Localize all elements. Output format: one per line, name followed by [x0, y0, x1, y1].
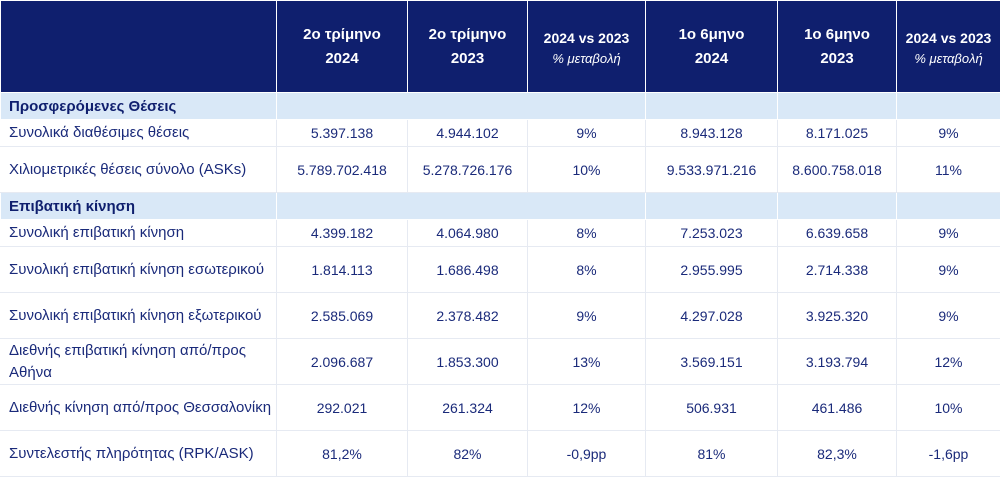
section-title: Επιβατική κίνηση — [0, 192, 277, 220]
cell: 11% — [896, 146, 1000, 193]
cell: 1.686.498 — [407, 246, 528, 293]
cell: 261.324 — [407, 384, 528, 431]
cell: 4.944.102 — [407, 119, 528, 147]
table-row: Συντελεστής πληρότητας (RPK/ASK) 81,2% 8… — [0, 430, 1000, 477]
cell: 10% — [896, 384, 1000, 431]
cell: 12% — [896, 338, 1000, 385]
cell: 9% — [896, 219, 1000, 247]
cell: 3.569.151 — [645, 338, 778, 385]
section-row-offered: Προσφερόμενες Θέσεις — [0, 92, 1000, 120]
cell: 3.925.320 — [777, 292, 897, 339]
cell: 2.378.482 — [407, 292, 528, 339]
header-corner — [0, 0, 277, 93]
cell: 4.064.980 — [407, 219, 528, 247]
cell: 8% — [527, 246, 646, 293]
cell: 82% — [407, 430, 528, 477]
cell: 82,3% — [777, 430, 897, 477]
cell: 81,2% — [276, 430, 408, 477]
row-label: Συνολική επιβατική κίνηση — [0, 219, 277, 247]
cell: 4.297.028 — [645, 292, 778, 339]
cell: 3.193.794 — [777, 338, 897, 385]
cell: 5.789.702.418 — [276, 146, 408, 193]
cell: -0,9pp — [527, 430, 646, 477]
row-label: Διεθνής κίνηση από/προς Θεσσαλονίκη — [0, 384, 277, 431]
row-label: Χιλιομετρικές θέσεις σύνολο (ASKs) — [0, 146, 277, 193]
section-title: Προσφερόμενες Θέσεις — [0, 92, 277, 120]
row-label: Συντελεστής πληρότητας (RPK/ASK) — [0, 430, 277, 477]
header-h1-2023: 1ο 6μηνο 2023 — [777, 0, 897, 93]
row-label: Συνολική επιβατική κίνηση εσωτερικού — [0, 246, 277, 293]
cell: 2.096.687 — [276, 338, 408, 385]
row-label: Συνολικά διαθέσιμες θέσεις — [0, 119, 277, 147]
cell: 9% — [896, 292, 1000, 339]
cell: 8.171.025 — [777, 119, 897, 147]
cell: 1.853.300 — [407, 338, 528, 385]
table-row: Συνολική επιβατική κίνηση εσωτερικού 1.8… — [0, 246, 1000, 293]
cell: 8.943.128 — [645, 119, 778, 147]
cell: 506.931 — [645, 384, 778, 431]
header-q2-2023: 2ο τρίμηνο 2023 — [407, 0, 528, 93]
header-row: 2ο τρίμηνο 2024 2ο τρίμηνο 2023 2024 vs 20… — [0, 0, 1000, 93]
table-row: Διεθνής κίνηση από/προς Θεσσαλονίκη 292.… — [0, 384, 1000, 431]
table-row: Συνολική επιβατική κίνηση 4.399.182 4.06… — [0, 219, 1000, 247]
cell: 2.955.995 — [645, 246, 778, 293]
cell: 6.639.658 — [777, 219, 897, 247]
cell: 7.253.023 — [645, 219, 778, 247]
cell: 9% — [896, 246, 1000, 293]
table-row: Διεθνής επιβατική κίνηση από/προς Αθήνα … — [0, 338, 1000, 385]
header-h1-2024: 1ο 6μηνο 2024 — [645, 0, 778, 93]
header-q2-change: 2024 vs 2023% μεταβολή — [527, 0, 646, 93]
cell: 461.486 — [777, 384, 897, 431]
row-label: Διεθνής επιβατική κίνηση από/προς Αθήνα — [0, 338, 277, 385]
table-row: Συνολική επιβατική κίνηση εξωτερικού 2.5… — [0, 292, 1000, 339]
cell: 9% — [896, 119, 1000, 147]
cell: 13% — [527, 338, 646, 385]
cell: 12% — [527, 384, 646, 431]
cell: 9% — [527, 292, 646, 339]
cell: 2.714.338 — [777, 246, 897, 293]
cell: 5.397.138 — [276, 119, 408, 147]
row-label: Συνολική επιβατική κίνηση εξωτερικού — [0, 292, 277, 339]
cell: 2.585.069 — [276, 292, 408, 339]
header-q2-2024: 2ο τρίμηνο 2024 — [276, 0, 408, 93]
cell: -1,6pp — [896, 430, 1000, 477]
cell: 9% — [527, 119, 646, 147]
header-h1-change: 2024 vs 2023% μεταβολή — [896, 0, 1000, 93]
cell: 5.278.726.176 — [407, 146, 528, 193]
cell: 8.600.758.018 — [777, 146, 897, 193]
cell: 81% — [645, 430, 778, 477]
cell: 8% — [527, 219, 646, 247]
cell: 9.533.971.216 — [645, 146, 778, 193]
table-row: Συνολικά διαθέσιμες θέσεις 5.397.138 4.9… — [0, 119, 1000, 147]
table-row: Χιλιομετρικές θέσεις σύνολο (ASKs) 5.789… — [0, 146, 1000, 193]
cell: 10% — [527, 146, 646, 193]
section-row-traffic: Επιβατική κίνηση — [0, 192, 1000, 220]
cell: 4.399.182 — [276, 219, 408, 247]
cell: 1.814.113 — [276, 246, 408, 293]
cell: 292.021 — [276, 384, 408, 431]
